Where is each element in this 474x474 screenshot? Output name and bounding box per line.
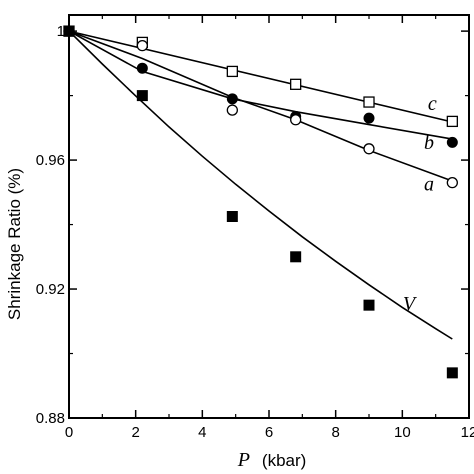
fit-line-c [68,30,453,123]
y-axis-title: Shrinkage Ratio (%) [5,168,24,320]
marker-c [290,78,302,90]
marker-V [446,367,458,379]
marker-b [226,93,238,105]
x-tick-label: 2 [131,424,139,441]
marker-V [226,211,238,222]
marker-b [446,136,458,148]
marker-V [136,90,148,102]
marker-V [290,251,302,263]
curve-label-V: V [403,293,418,315]
x-axis-symbol: P [237,449,250,471]
marker-b [136,62,148,74]
plot-border [68,14,470,419]
tick-labels: 0 2 4 6 8 10 12 0.88 0.92 0.96 1 [36,23,474,441]
marker-c [226,65,238,78]
marker-a [290,114,302,126]
y-tick-label: 0.88 [36,410,65,427]
x-tick-label: 8 [331,424,339,441]
marker-V [363,299,375,311]
x-tick-label: 12 [461,424,474,441]
x-tick-label: 0 [65,424,73,441]
axis-ticks [68,15,470,419]
x-tick-label: 6 [265,424,273,441]
fit-line-a [68,30,453,182]
marker-b [363,112,375,124]
marker-a [226,104,238,116]
y-tick-label: 0.92 [36,281,65,298]
fit-lines [68,30,453,340]
y-tick-label: 0.96 [36,152,65,169]
plot-frame [68,14,470,419]
x-axis-title: P (kbar) [237,449,307,471]
fit-line-b [68,30,453,140]
x-tick-label: 10 [394,424,411,441]
x-tick-label: 4 [198,424,206,441]
curve-labels: cba V [403,93,437,315]
x-axis-unit: (kbar) [262,451,306,470]
data-markers [63,25,458,379]
marker-c [446,115,458,128]
curve-label-c: c [428,93,437,115]
fit-line-V [68,30,453,340]
curve-label-b: b [424,132,434,154]
marker-a [363,143,375,155]
curve-label-a: a [424,174,434,196]
marker-a [446,176,458,189]
marker-a [136,39,148,52]
y-tick-label: 1 [57,23,65,40]
marker-c [363,96,375,108]
